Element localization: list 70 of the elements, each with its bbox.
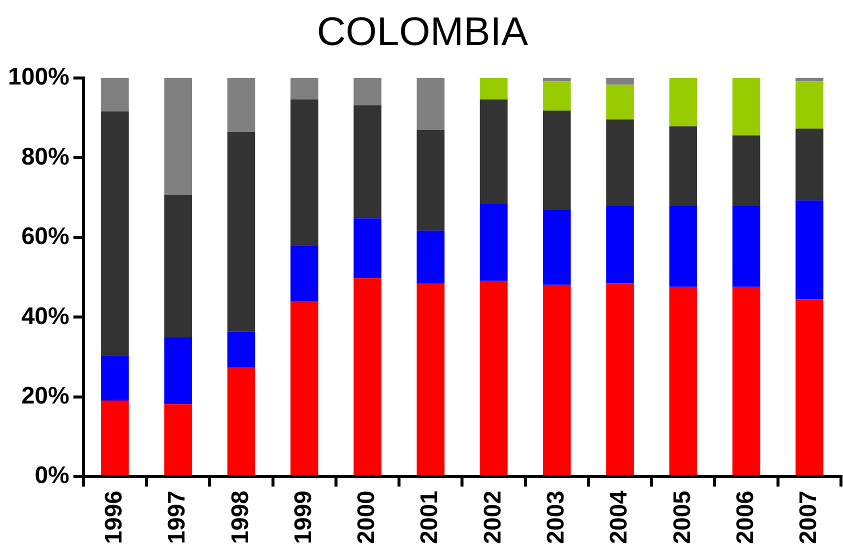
bar <box>543 284 571 476</box>
x-tick-label: 2005 <box>668 490 696 544</box>
chart-title: COLOMBIA <box>316 10 528 54</box>
bar <box>416 284 445 476</box>
bar <box>227 78 256 132</box>
bar <box>101 355 129 400</box>
bar <box>227 132 256 332</box>
bar <box>669 126 698 206</box>
y-tick-label: 100% <box>8 64 70 91</box>
bar <box>227 332 256 368</box>
bar <box>480 100 508 204</box>
y-tick-label: 0% <box>34 462 70 490</box>
x-tick-label: 1996 <box>100 490 128 544</box>
bar <box>164 337 192 404</box>
bar <box>669 286 698 476</box>
y-tick-label: 60% <box>21 223 70 250</box>
x-tick-label: 1998 <box>226 490 254 544</box>
bar <box>354 278 382 476</box>
bar <box>101 400 129 476</box>
bar <box>543 81 571 111</box>
x-tick-label: 2007 <box>795 490 822 544</box>
y-tick-label: 80% <box>21 143 70 170</box>
bar <box>543 110 571 210</box>
bar <box>164 404 192 476</box>
bar <box>290 78 318 100</box>
bar <box>606 84 634 120</box>
bar <box>606 119 634 206</box>
bar <box>796 128 824 200</box>
bar <box>543 78 571 82</box>
bar <box>796 81 824 129</box>
bar <box>732 206 760 287</box>
y-tick-label: 20% <box>21 382 70 410</box>
bar <box>416 230 445 284</box>
bar <box>290 302 318 476</box>
x-tick-label: 1999 <box>290 490 317 544</box>
bar <box>416 130 445 231</box>
bar <box>732 135 760 206</box>
bar <box>354 78 382 106</box>
x-tick-label: 2000 <box>353 490 380 544</box>
bar <box>290 100 318 246</box>
bar <box>669 78 698 126</box>
bar <box>164 78 192 195</box>
bar <box>606 283 634 476</box>
x-tick-label: 2006 <box>732 490 759 544</box>
bar <box>101 111 129 356</box>
y-tick-label: 40% <box>21 302 70 330</box>
x-tick-label: 1997 <box>164 490 191 544</box>
bar <box>480 280 508 476</box>
bar <box>164 194 192 338</box>
bar <box>732 78 760 136</box>
bar <box>101 78 129 112</box>
bar <box>480 204 508 281</box>
x-tick-label: 2002 <box>479 490 506 544</box>
bar <box>290 245 318 302</box>
bar <box>543 209 571 285</box>
bar <box>796 78 824 82</box>
x-tick-label: 2003 <box>542 490 570 544</box>
bar <box>480 78 508 100</box>
bar <box>227 368 256 476</box>
bar <box>416 78 445 130</box>
bar <box>354 105 382 218</box>
bar <box>606 206 634 284</box>
x-tick-label: 2004 <box>606 490 633 544</box>
bar <box>669 206 698 287</box>
bar <box>796 299 824 476</box>
bar <box>796 200 824 300</box>
bar <box>354 218 382 278</box>
x-tick-label: 2001 <box>416 490 444 544</box>
bar <box>732 286 760 476</box>
bar <box>606 78 634 85</box>
